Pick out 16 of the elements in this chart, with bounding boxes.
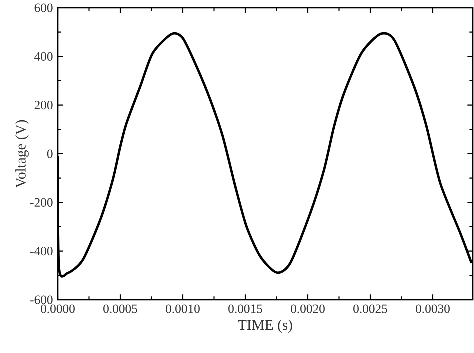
y-tick-label: -400	[30, 247, 53, 256]
y-tick-label: 400	[34, 52, 53, 61]
y-tick-label: 0	[47, 150, 53, 158]
x-tick-label: 0.0005	[104, 304, 138, 314]
x-axis-title: TIME (s)	[238, 320, 292, 334]
y-tick-label: -600	[30, 296, 53, 304]
x-tick-label: 0.0010	[166, 304, 200, 314]
x-tick-label: 0.0030	[416, 304, 450, 314]
y-tick-label: 600	[34, 4, 53, 12]
y-tick-label: -200	[30, 198, 53, 207]
x-tick-label: 0.0000	[41, 304, 75, 314]
x-tick-label: 0.0015	[228, 304, 262, 314]
y-axis-title: Voltage (V)	[16, 120, 29, 188]
y-tick-label: 200	[34, 101, 53, 110]
x-tick-label: 0.0025	[354, 304, 388, 314]
x-tick-label: 0.0020	[291, 304, 325, 314]
